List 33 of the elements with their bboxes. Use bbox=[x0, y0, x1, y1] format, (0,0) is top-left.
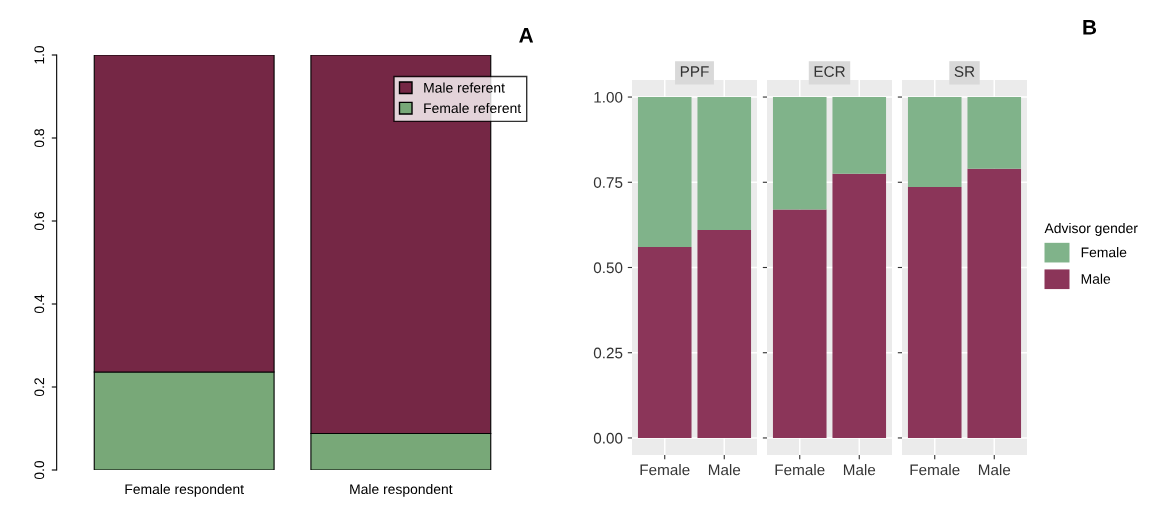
legend-label: Female referent bbox=[424, 102, 522, 114]
y-tick-label: 0.6 bbox=[34, 211, 45, 231]
y-tick-label: 1.00 bbox=[594, 91, 623, 103]
x-tick-label: Male respondent bbox=[350, 483, 453, 497]
bar bbox=[637, 97, 692, 248]
y-tick-label: 0.4 bbox=[34, 294, 45, 314]
legend-label: Female bbox=[1081, 247, 1127, 258]
x-tick-label: Female bbox=[775, 464, 825, 476]
chart-title: ECR bbox=[814, 66, 845, 77]
legend-title: Advisor gender bbox=[1044, 222, 1138, 236]
chart-title: A bbox=[519, 28, 534, 43]
y-tick-label: 0.2 bbox=[34, 378, 45, 397]
chart-title: PPF bbox=[680, 66, 709, 77]
y-tick-label: 1.0 bbox=[34, 45, 45, 64]
y-tick-label: 0.25 bbox=[593, 347, 623, 359]
legend-label: Male referent bbox=[424, 82, 505, 93]
y-tick-label: 0.75 bbox=[593, 177, 623, 188]
bar bbox=[697, 97, 752, 230]
chart-title: SR bbox=[954, 66, 975, 77]
bar bbox=[697, 230, 752, 438]
x-tick-label: Female bbox=[640, 464, 690, 476]
x-tick-label: Male bbox=[978, 464, 1011, 476]
y-tick-label: 0.50 bbox=[593, 262, 623, 274]
legend-label: Male bbox=[1081, 273, 1111, 284]
y-tick-label: 0.00 bbox=[593, 432, 623, 444]
bar bbox=[637, 247, 692, 438]
x-tick-label: Female bbox=[910, 464, 960, 476]
x-tick-label: Male bbox=[708, 464, 741, 476]
y-tick-label: 0.0 bbox=[34, 460, 45, 480]
y-tick-label: 0.8 bbox=[34, 128, 45, 148]
text: B bbox=[1083, 20, 1097, 35]
x-tick-label: Female respondent bbox=[125, 483, 244, 497]
x-tick-label: Male bbox=[843, 464, 876, 476]
